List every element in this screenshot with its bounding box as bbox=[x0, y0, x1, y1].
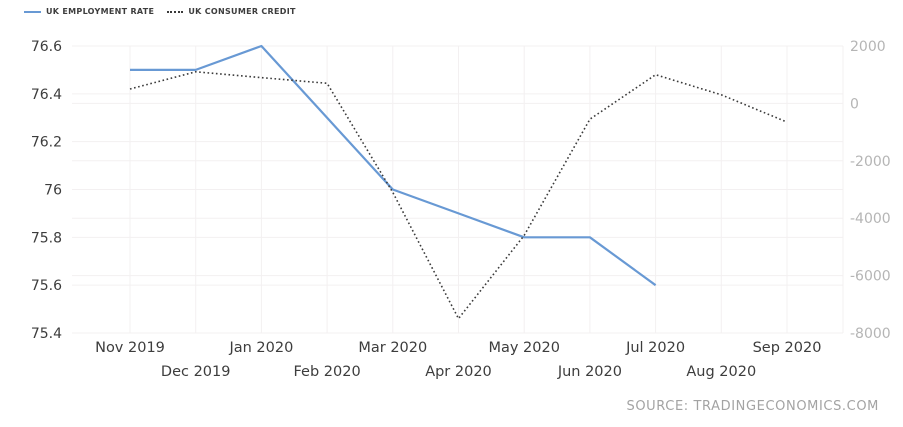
x-axis-tick-label: Aug 2020 bbox=[686, 364, 756, 380]
legend-label: UK EMPLOYMENT RATE bbox=[46, 7, 155, 16]
source-attribution: SOURCE: TRADINGECONOMICS.COM bbox=[626, 399, 879, 414]
y-axis-tick-label-left: 76.2 bbox=[31, 135, 62, 151]
series-line-uk-consumer-credit bbox=[129, 71, 788, 320]
y-axis-tick-label-left: 76.6 bbox=[31, 39, 62, 55]
legend-item-uk-consumer-credit[interactable]: UK CONSUMER CREDIT bbox=[167, 7, 295, 16]
y-axis-tick-label-right: -2000 bbox=[850, 154, 891, 170]
y-axis-tick-label-right: -6000 bbox=[850, 269, 891, 285]
y-axis-tick-label-left: 76 bbox=[44, 183, 62, 199]
x-axis-tick-label: Jul 2020 bbox=[625, 340, 685, 356]
plot-area[interactable] bbox=[72, 46, 843, 333]
y-axis-tick-label-right: -4000 bbox=[850, 211, 891, 227]
y-axis-tick-label-right: 0 bbox=[850, 96, 859, 112]
x-axis-tick-label: Nov 2019 bbox=[95, 340, 165, 356]
x-axis-tick-label: May 2020 bbox=[488, 340, 560, 356]
legend-label: UK CONSUMER CREDIT bbox=[188, 7, 296, 16]
x-axis-tick-label: Sep 2020 bbox=[753, 340, 822, 356]
x-axis-tick-label: Mar 2020 bbox=[358, 340, 427, 356]
y-axis-tick-label-left: 75.8 bbox=[31, 230, 62, 246]
legend-item-uk-employment-rate[interactable]: UK EMPLOYMENT RATE bbox=[24, 7, 154, 16]
x-axis-tick-label: Jan 2020 bbox=[228, 340, 293, 356]
chart-legend: UK EMPLOYMENT RATE UK CONSUMER CREDIT bbox=[24, 7, 309, 16]
y-axis-tick-label-left: 75.4 bbox=[31, 326, 62, 342]
x-axis-tick-label: Jun 2020 bbox=[557, 364, 622, 380]
x-axis-tick-label: Feb 2020 bbox=[294, 364, 361, 380]
y-axis-tick-label-right: -8000 bbox=[850, 326, 891, 342]
y-axis-tick-label-right: 2000 bbox=[850, 39, 886, 55]
y-axis-tick-label-left: 76.4 bbox=[31, 87, 62, 103]
x-axis-tick-label: Dec 2019 bbox=[161, 364, 231, 380]
y-axis-tick-label-left: 75.6 bbox=[31, 278, 62, 294]
dotted-line-swatch-icon bbox=[167, 10, 184, 13]
series-line-uk-employment-rate bbox=[130, 44, 657, 287]
x-axis-tick-label: Apr 2020 bbox=[425, 364, 492, 380]
solid-line-swatch-icon bbox=[24, 10, 41, 13]
